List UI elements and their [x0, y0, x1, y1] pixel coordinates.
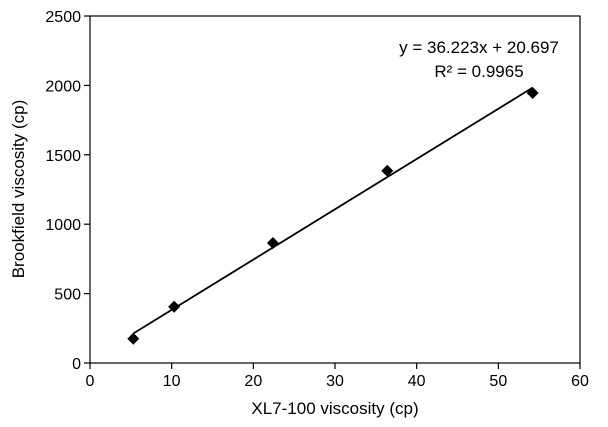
x-axis-ticks: 0 10 20 30 40 50 60 — [86, 363, 589, 390]
x-tick-label: 10 — [163, 373, 181, 390]
data-point-diamond — [168, 300, 181, 313]
y-tick-label: 2500 — [45, 9, 81, 26]
x-axis-title: XL7-100 viscosity (cp) — [251, 399, 418, 418]
y-tick-label: 1000 — [45, 217, 81, 234]
data-point-diamond — [526, 87, 539, 100]
x-tick-label: 0 — [86, 373, 95, 390]
x-tick-label: 50 — [489, 373, 507, 390]
y-tick-label: 2000 — [45, 78, 81, 95]
data-point-diamond — [127, 332, 140, 345]
y-tick-label: 0 — [72, 356, 81, 373]
data-point-diamond — [266, 236, 279, 249]
data-point-diamond — [381, 164, 394, 177]
x-tick-label: 30 — [326, 373, 344, 390]
y-axis-title: Brookfield viscosity (cp) — [9, 100, 28, 279]
trendline-r-squared: R² = 0.9965 — [434, 62, 523, 81]
y-tick-label: 500 — [54, 287, 81, 304]
y-axis-ticks: 0 500 1000 1500 2000 2500 — [45, 9, 90, 373]
x-tick-label: 40 — [408, 373, 426, 390]
trendline — [132, 86, 534, 335]
x-tick-label: 20 — [244, 373, 262, 390]
y-tick-label: 1500 — [45, 148, 81, 165]
x-tick-label: 60 — [571, 373, 589, 390]
trendline-equation: y = 36.223x + 20.697 — [399, 38, 559, 57]
data-points — [127, 87, 539, 345]
